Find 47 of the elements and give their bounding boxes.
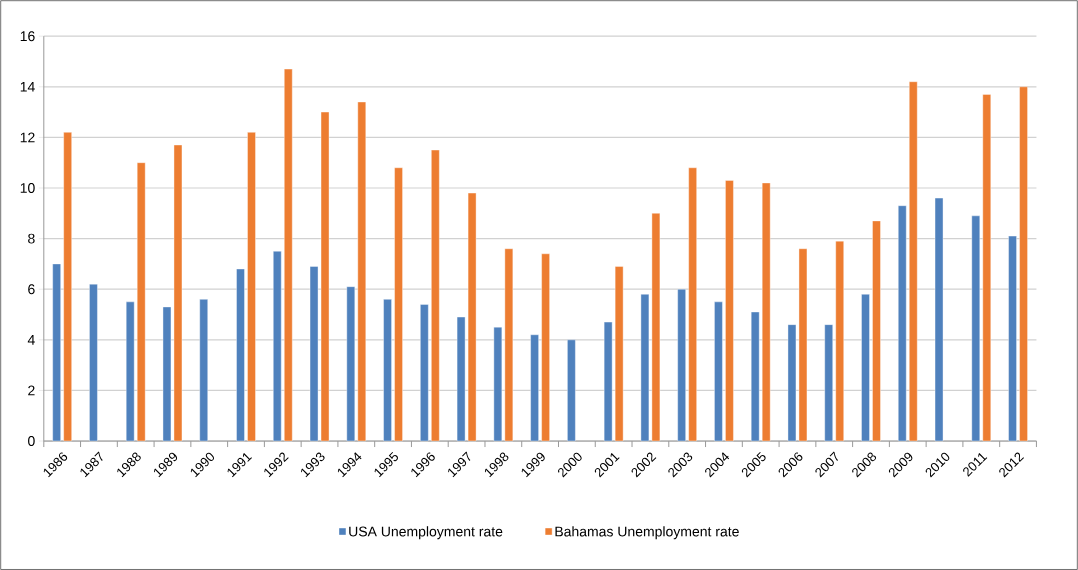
- y-tick-label: 0: [28, 435, 35, 446]
- bar: [762, 182, 771, 442]
- y-tick-label: 6: [28, 284, 35, 295]
- legend-label: USA Unemployment rate: [349, 526, 503, 540]
- bar: [714, 301, 723, 442]
- bar: [199, 299, 208, 442]
- bar: [898, 205, 907, 442]
- bar: [89, 283, 98, 442]
- bar: [236, 268, 245, 442]
- y-tick-label: 14: [20, 81, 35, 92]
- bar: [677, 288, 686, 442]
- bar: [567, 339, 576, 442]
- bar: [431, 149, 440, 442]
- bar: [934, 197, 944, 442]
- y-tick-label: 4: [27, 334, 35, 345]
- bar: [824, 324, 833, 442]
- bar: [1019, 86, 1028, 442]
- bar: [751, 311, 760, 442]
- y-tick-label: 16: [20, 31, 35, 42]
- bar: [909, 81, 918, 442]
- y-tick-label: 12: [20, 132, 35, 143]
- bar: [872, 220, 881, 442]
- bar: [357, 101, 366, 442]
- y-tick-label: 2: [28, 385, 35, 396]
- bar: [383, 299, 392, 442]
- bar: [725, 180, 734, 442]
- bar: [541, 253, 550, 442]
- y-tick-label: 10: [20, 182, 35, 193]
- bar: [982, 94, 991, 442]
- bar: [52, 263, 61, 442]
- bar: [530, 334, 539, 442]
- bar: [126, 301, 135, 442]
- legend-label: Bahamas Unemployment rate: [555, 526, 739, 540]
- y-tick-label: 8: [28, 233, 35, 244]
- bar: [247, 132, 256, 442]
- bar: [861, 293, 870, 442]
- bar: [1008, 235, 1017, 442]
- bar: [63, 132, 72, 442]
- bar: [394, 167, 403, 442]
- bar: [835, 240, 844, 442]
- bar: [346, 286, 355, 442]
- bar: [273, 250, 282, 442]
- bar: [688, 167, 697, 442]
- bar: [420, 304, 429, 442]
- bar: [137, 162, 146, 442]
- bar: [284, 68, 293, 442]
- bar: [971, 215, 980, 442]
